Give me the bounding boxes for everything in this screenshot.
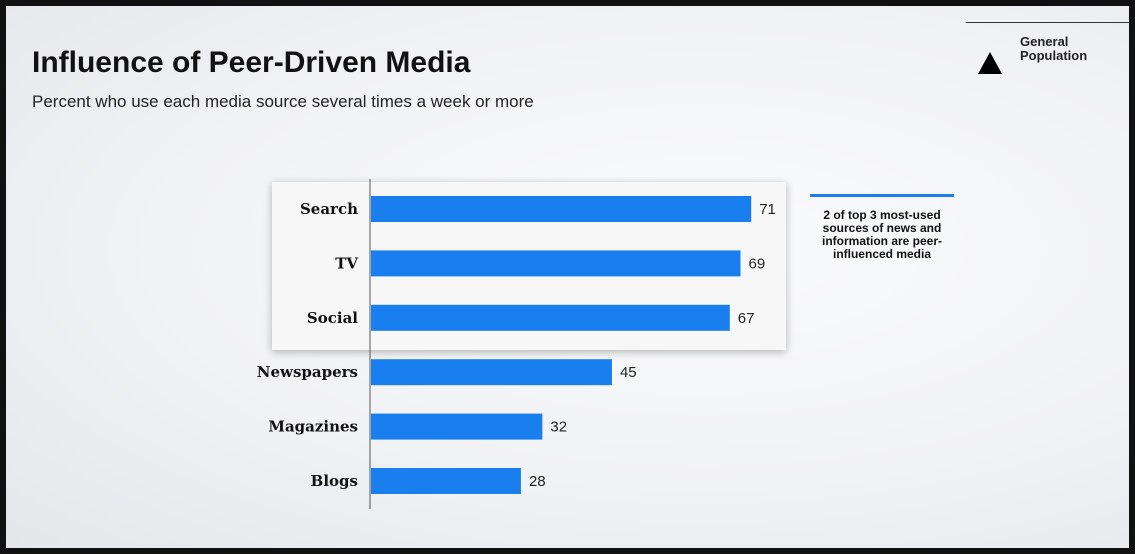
legend-label: General Population	[1020, 34, 1088, 63]
value-label-magazines: 32	[550, 419, 567, 436]
value-label-social: 67	[738, 310, 755, 327]
category-label-blogs: Blogs	[311, 472, 358, 490]
legend: General Population	[966, 22, 1129, 74]
callout: 2 of top 3 most-used sources of news and…	[810, 194, 954, 261]
bar-newspapers	[371, 359, 612, 386]
value-label-search: 71	[759, 201, 776, 218]
category-label-search: Search	[300, 200, 358, 218]
bar-social	[371, 304, 730, 331]
value-label-tv: 69	[748, 255, 765, 272]
bar-search	[371, 196, 752, 222]
callout-text: 2 of top 3 most-used sources of news and…	[821, 208, 943, 261]
triangle-up-icon	[978, 52, 1002, 74]
bar-chart: Search 71 TV 69 Social 67 Newspapers 45 Magazine…	[257, 179, 776, 509]
bar-tv	[371, 250, 741, 277]
bar-magazines	[371, 413, 543, 440]
category-label-magazines: Magazines	[268, 418, 358, 436]
chart-title: Influence of Peer-Driven Media	[32, 46, 471, 79]
bar-blogs	[371, 468, 521, 494]
chart-subtitle: Percent who use each media source severa…	[32, 92, 534, 111]
category-label-social: Social	[307, 309, 358, 327]
value-label-newspapers: 45	[620, 364, 637, 381]
category-label-newspapers: Newspapers	[257, 363, 358, 381]
value-label-blogs: 28	[529, 473, 546, 490]
category-label-tv: TV	[335, 254, 358, 272]
